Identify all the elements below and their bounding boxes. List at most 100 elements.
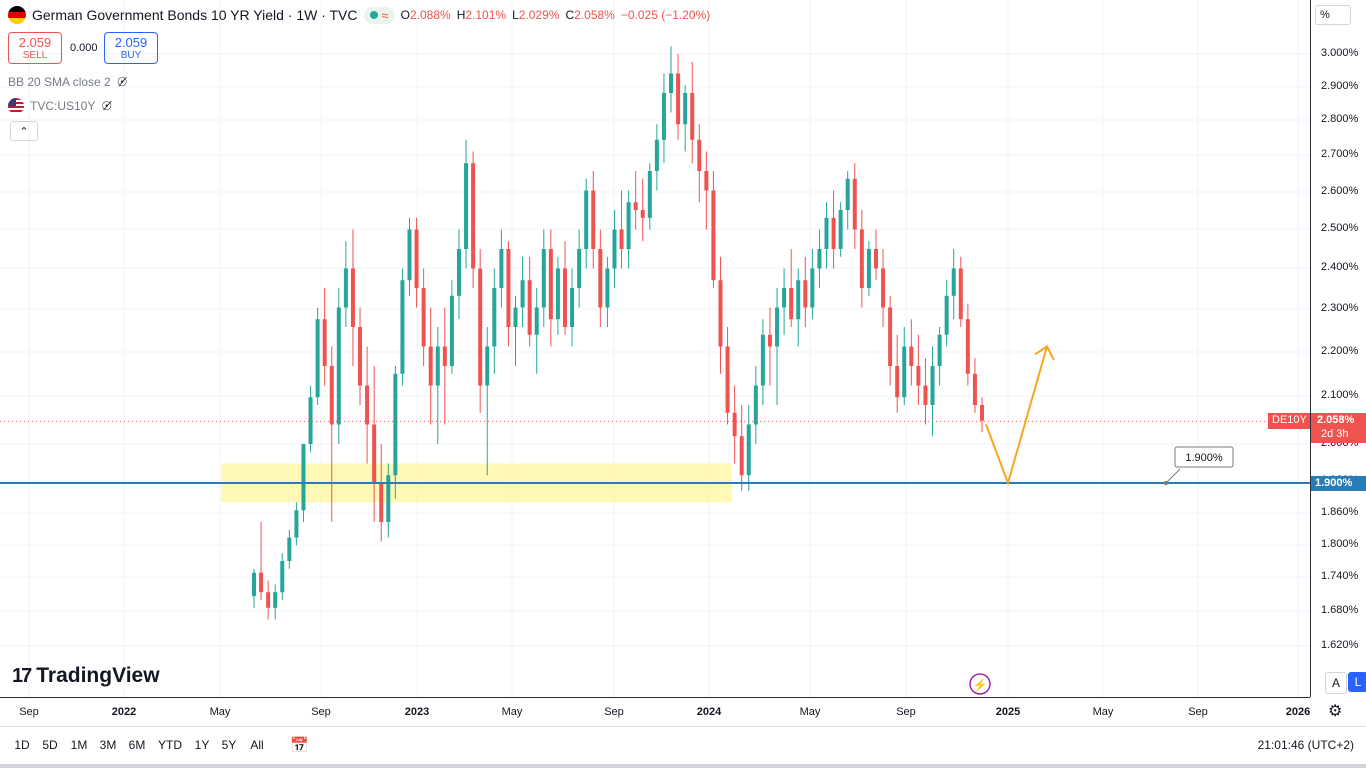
buy-button[interactable]: 2.059 BUY bbox=[104, 32, 158, 64]
candle-body bbox=[471, 163, 476, 269]
candle-body bbox=[527, 280, 532, 335]
candle-body bbox=[350, 268, 355, 327]
candle-body bbox=[817, 249, 822, 269]
time-tick-label: May bbox=[1092, 706, 1114, 718]
candle-body bbox=[414, 229, 419, 288]
sell-button[interactable]: 2.059 SELL bbox=[8, 32, 62, 64]
candle-body bbox=[866, 249, 871, 288]
time-tick-label: Sep bbox=[896, 706, 916, 718]
date-range-icon[interactable]: 📅 bbox=[290, 737, 309, 754]
candle-body bbox=[456, 249, 461, 296]
timeframe-1m-button[interactable]: 1M bbox=[70, 738, 88, 752]
hline-price-tag: 1.900% bbox=[1311, 476, 1366, 491]
candle-body bbox=[301, 444, 306, 511]
market-status[interactable]: ≈ bbox=[363, 6, 395, 24]
last-price-tag: 2.058% bbox=[1317, 414, 1355, 427]
time-tick-label: May bbox=[799, 706, 821, 718]
candle-body bbox=[718, 280, 723, 347]
price-tick-label: 2.800% bbox=[1321, 113, 1359, 125]
log-scale-button[interactable]: L bbox=[1348, 672, 1366, 692]
time-tick-label: Sep bbox=[604, 706, 624, 718]
time-tick-label: Sep bbox=[1188, 706, 1208, 718]
price-tick-label: 2.600% bbox=[1321, 185, 1359, 197]
candle-body bbox=[562, 268, 567, 327]
collapse-legend-button[interactable]: ⌃ bbox=[10, 121, 38, 141]
tradingview-wordmark: TradingView bbox=[36, 664, 160, 687]
candle-body bbox=[598, 249, 603, 308]
candle-body bbox=[958, 268, 963, 320]
chevron-up-icon: ⌃ bbox=[19, 125, 29, 138]
timeframe-1d-button[interactable]: 1D bbox=[14, 738, 30, 752]
symbol-title[interactable]: German Government Bonds 10 YR Yield · 1W… bbox=[32, 7, 358, 23]
indicator-us10y[interactable]: TVC:US10Y ☉̸ bbox=[8, 98, 112, 114]
candle-body bbox=[280, 561, 285, 593]
tradingview-logo: 17 TradingView bbox=[12, 664, 160, 688]
candle-body bbox=[873, 249, 878, 269]
candle-body bbox=[810, 268, 815, 308]
candle-body bbox=[895, 366, 900, 398]
chart-canvas[interactable]: 1.900% ⚡ bbox=[0, 0, 1310, 697]
candle-body bbox=[548, 249, 553, 320]
candle-body bbox=[534, 307, 539, 335]
us-flag-icon bbox=[8, 98, 24, 114]
candle-body bbox=[619, 229, 624, 249]
candle-body bbox=[647, 171, 652, 218]
time-tick-label: 2024 bbox=[696, 706, 722, 718]
auto-scale-button[interactable]: A bbox=[1325, 672, 1347, 694]
lightning-icon bbox=[969, 673, 991, 695]
price-tick-label: 2.400% bbox=[1321, 261, 1359, 273]
timeframe-5y-button[interactable]: 5Y bbox=[221, 738, 237, 752]
price-tick-label: 1.860% bbox=[1321, 506, 1359, 518]
candle-body bbox=[329, 366, 334, 425]
time-axis[interactable]: Sep 2022 May Sep 2023 May Sep 2024 May Sep 2025 May… bbox=[0, 697, 1342, 726]
candle-body bbox=[386, 475, 391, 522]
candle-body bbox=[690, 93, 695, 140]
chart-pane[interactable]: 1.900% ⚡ German Government Bonds 10 YR Yi… bbox=[0, 0, 1310, 697]
indicator-us10y-label: TVC:US10Y bbox=[30, 99, 96, 113]
candle-body bbox=[570, 288, 575, 327]
timeframe-5d-button[interactable]: 5D bbox=[42, 738, 58, 752]
timeframe-6m-button[interactable]: 6M bbox=[128, 738, 146, 752]
market-open-icon bbox=[369, 11, 378, 19]
buy-label: BUY bbox=[120, 50, 142, 61]
candle-body bbox=[322, 319, 327, 366]
time-tick-label: 2026 bbox=[1285, 706, 1311, 718]
candle-body bbox=[789, 288, 794, 320]
candle-body bbox=[336, 307, 341, 425]
candle-body bbox=[294, 510, 299, 538]
eye-off-icon[interactable]: ☉̸ bbox=[101, 99, 113, 113]
time-tick-label: May bbox=[209, 706, 231, 718]
gear-icon[interactable]: ⚙ bbox=[1328, 703, 1343, 720]
candle-body bbox=[393, 373, 398, 476]
candle-body bbox=[506, 249, 511, 327]
candle-body bbox=[428, 346, 433, 386]
clock[interactable]: 21:01:46 (UTC+2) bbox=[1257, 738, 1354, 752]
candle-body bbox=[577, 249, 582, 288]
candle-body bbox=[266, 592, 271, 608]
timeframe-all-button[interactable]: All bbox=[250, 738, 264, 752]
price-unit-selector[interactable]: % bbox=[1315, 5, 1351, 25]
timeframe-1y-button[interactable]: 1Y bbox=[194, 738, 210, 752]
time-tick-label: 2023 bbox=[404, 706, 430, 718]
candle-body bbox=[775, 307, 780, 347]
candle-body bbox=[308, 397, 313, 444]
candle-body bbox=[315, 319, 320, 398]
buy-price: 2.059 bbox=[114, 35, 148, 50]
candle-body bbox=[767, 334, 772, 347]
indicator-bb-label: BB 20 SMA close 2 bbox=[8, 75, 111, 89]
candle-body bbox=[492, 288, 497, 347]
price-tick-label: 2.500% bbox=[1321, 222, 1359, 234]
candle-body bbox=[661, 93, 666, 140]
eye-off-icon[interactable]: ☉̸ bbox=[116, 75, 128, 89]
price-tick-label: 1.620% bbox=[1321, 639, 1359, 651]
candle-body bbox=[513, 307, 518, 327]
price-tick-label: 2.200% bbox=[1321, 345, 1359, 357]
price-axis[interactable]: % 3.000% 2.900% 2.800% 2.700% 2.600% 2.500% 2.… bbox=[1310, 0, 1366, 697]
indicator-bb[interactable]: BB 20 SMA close 2 ☉̸ bbox=[8, 75, 128, 89]
candle-body bbox=[626, 202, 631, 249]
candle-body bbox=[824, 217, 829, 249]
timeframe-ytd-button[interactable]: YTD bbox=[158, 738, 182, 752]
callout-box bbox=[1174, 446, 1234, 468]
bottom-strip bbox=[0, 764, 1366, 768]
timeframe-3m-button[interactable]: 3M bbox=[99, 738, 117, 752]
